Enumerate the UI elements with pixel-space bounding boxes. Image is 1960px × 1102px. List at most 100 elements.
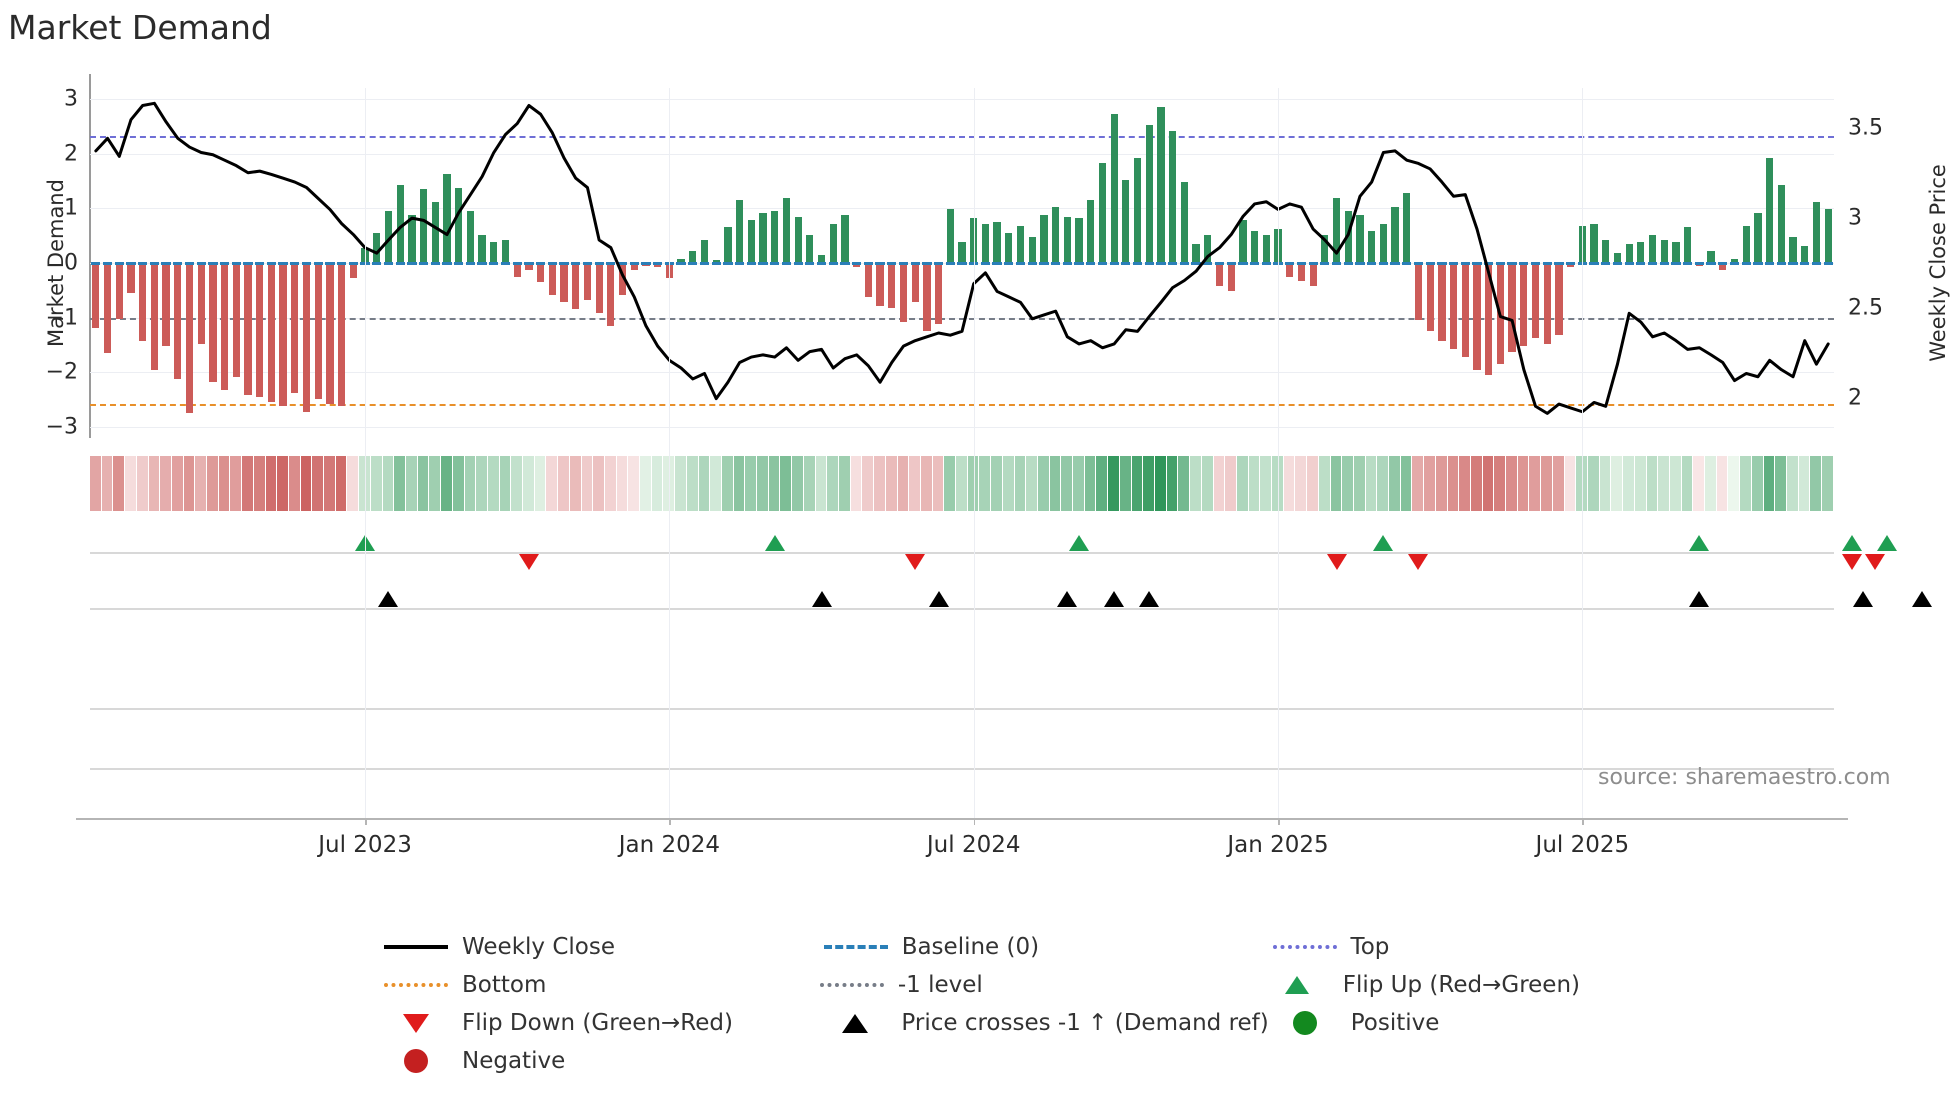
legend-item-flip-up-red-green[interactable]: Flip Up (Red→Green) <box>1261 966 1580 1004</box>
heatmap-cell <box>1751 456 1764 511</box>
heatmap-cell <box>136 456 149 511</box>
demand-bar <box>1730 258 1739 263</box>
demand-bar <box>1157 107 1165 263</box>
circle-green-glyph <box>1292 1011 1317 1035</box>
demand-bar <box>607 263 615 326</box>
legend-label: -1 level <box>897 972 983 998</box>
legend-item-top[interactable]: Top <box>1269 928 1580 966</box>
legend-item-price-crosses-1-demand-ref[interactable]: Price crosses -1 ↑ (Demand ref) <box>819 1004 1269 1042</box>
baseline-tick <box>1051 261 1061 265</box>
heatmap-cell <box>277 456 289 511</box>
baseline-tick <box>1402 261 1412 265</box>
dotted-line-gray-icon <box>816 972 888 998</box>
heatmap-cell <box>253 456 266 511</box>
heatmap-cell <box>944 456 957 511</box>
demand-bar <box>1391 207 1399 263</box>
x-axis-spine <box>76 818 1848 820</box>
legend-item-flip-down-green-red[interactable]: Flip Down (Green→Red) <box>380 1004 819 1042</box>
demand-bar <box>256 263 264 397</box>
legend-item-positive[interactable]: Positive <box>1269 1004 1580 1042</box>
demand-bar <box>864 263 872 297</box>
dashed-line-blue-icon <box>820 934 892 960</box>
heatmap-cell <box>1669 456 1682 511</box>
demand-bar <box>185 263 194 414</box>
y-tick-left: 0 <box>64 250 78 276</box>
heatmap-cell <box>1026 456 1038 511</box>
flip-up-marker <box>1373 535 1394 551</box>
baseline-tick <box>243 261 253 265</box>
demand-bar <box>993 221 1001 263</box>
demand-bar <box>888 263 896 308</box>
baseline-tick <box>1413 261 1424 265</box>
baseline-tick <box>1097 261 1108 265</box>
demand-bar <box>431 201 439 263</box>
legend-item-weekly-close[interactable]: Weekly Close <box>380 928 820 966</box>
legend-item-empty <box>1269 1042 1580 1080</box>
demand-bar <box>349 263 357 279</box>
demand-bar <box>220 263 229 390</box>
heatmap-cell <box>1435 456 1448 511</box>
baseline-tick <box>1659 261 1669 265</box>
baseline-tick <box>1261 261 1271 265</box>
baseline-tick <box>1331 261 1342 265</box>
page-title: Market Demand <box>8 8 272 47</box>
dotted-line-gray-glyph <box>819 983 884 987</box>
baseline-tick <box>1706 261 1716 265</box>
baseline-tick <box>887 261 897 265</box>
demand-bar <box>1648 234 1657 263</box>
heatmap-cell <box>487 456 500 511</box>
legend-item-1-level[interactable]: -1 level <box>816 966 1261 1004</box>
heatmap-cell <box>920 456 933 511</box>
price-cross-marker <box>1689 591 1710 607</box>
legend-label: Flip Up (Red→Green) <box>1342 972 1580 998</box>
y-tick-left: 3 <box>64 86 78 112</box>
baseline-tick <box>793 261 803 265</box>
baseline-tick <box>290 261 300 265</box>
baseline-tick <box>1156 261 1166 265</box>
demand-bar <box>560 263 568 303</box>
baseline-tick <box>465 261 476 265</box>
legend-item-negative[interactable]: Negative <box>380 1042 820 1080</box>
price-cross-marker <box>1139 591 1160 607</box>
dashed-line-blue-glyph <box>823 945 888 949</box>
demand-bar <box>911 263 919 303</box>
heatmap-cell <box>1330 456 1343 511</box>
baseline-tick <box>933 261 944 265</box>
demand-bar <box>291 263 299 394</box>
legend-item-bottom[interactable]: Bottom <box>380 966 816 1004</box>
heatmap-cell <box>1108 456 1120 511</box>
x-tick-mark <box>669 818 671 825</box>
demand-bar <box>1250 231 1259 263</box>
guide-line <box>90 708 1834 710</box>
heatmap-cell <box>721 456 734 511</box>
demand-bar <box>794 216 802 263</box>
baseline-tick <box>407 261 417 265</box>
demand-bar <box>525 263 533 270</box>
baseline-tick <box>1074 261 1084 265</box>
baseline-tick <box>1285 261 1295 265</box>
baseline-tick <box>1460 261 1470 265</box>
baseline-tick <box>1788 261 1798 265</box>
heatmap-cell <box>1014 456 1027 511</box>
baseline-tick <box>922 261 932 265</box>
y-tick-right: 2 <box>1848 385 1862 411</box>
heatmap-cell <box>850 456 863 511</box>
baseline-tick <box>313 261 323 265</box>
baseline-tick <box>1495 261 1506 265</box>
baseline-tick <box>149 261 159 265</box>
heatmap-cell <box>897 456 910 511</box>
legend-item-baseline-0[interactable]: Baseline (0) <box>820 928 1269 966</box>
baseline-tick <box>430 261 440 265</box>
x-tick-label: Jul 2024 <box>926 832 1021 858</box>
baseline-tick <box>1729 261 1740 265</box>
demand-bar <box>1133 158 1142 263</box>
demand-bar <box>1403 193 1411 263</box>
baseline-tick <box>1437 261 1447 265</box>
heatmap-cell <box>640 456 652 511</box>
dotted-line-purple-icon <box>1269 934 1341 960</box>
demand-bar <box>1789 236 1797 263</box>
heatmap-cell <box>1248 456 1261 511</box>
price-cross-marker <box>928 591 949 607</box>
demand-bar <box>1485 263 1493 376</box>
baseline-tick <box>1238 261 1248 265</box>
